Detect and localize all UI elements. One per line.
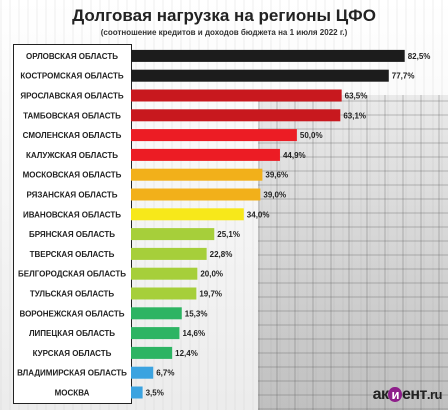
bar bbox=[131, 267, 198, 280]
category-label: ОРЛОВСКАЯ ОБЛАСТЬ bbox=[26, 52, 118, 61]
bar bbox=[131, 327, 180, 340]
value-label: 15,3% bbox=[185, 309, 208, 318]
bar bbox=[131, 366, 154, 379]
bar bbox=[131, 307, 182, 320]
value-label: 3,5% bbox=[146, 389, 164, 398]
bar bbox=[131, 188, 261, 201]
value-label: 19,7% bbox=[199, 290, 222, 299]
category-label: ВЛАДИМИРСКАЯ ОБЛАСТЬ bbox=[17, 369, 127, 378]
bar bbox=[131, 109, 341, 122]
logo-prefix: ак bbox=[372, 386, 389, 403]
category-label: МОСКВА bbox=[55, 389, 90, 398]
bar bbox=[131, 346, 173, 359]
value-label: 20,0% bbox=[200, 270, 223, 279]
value-label: 6,7% bbox=[156, 369, 174, 378]
value-label: 39,6% bbox=[265, 171, 288, 180]
category-label: КОСТРОМСКАЯ ОБЛАСТЬ bbox=[20, 72, 124, 81]
value-label: 14,6% bbox=[182, 329, 205, 338]
bar bbox=[131, 228, 215, 241]
bar bbox=[131, 89, 342, 102]
category-label: МОСКОВСКАЯ ОБЛАСТЬ bbox=[23, 171, 122, 180]
bar bbox=[131, 148, 280, 161]
bar bbox=[131, 287, 197, 300]
category-label: ТВЕРСКАЯ ОБЛАСТЬ bbox=[30, 250, 115, 259]
category-label: ТАМБОВСКАЯ ОБЛАСТЬ bbox=[23, 111, 121, 120]
logo-domain: .ru bbox=[426, 387, 443, 402]
category-label: СМОЛЕНСКАЯ ОБЛАСТЬ bbox=[23, 131, 122, 140]
category-label: ИВАНОВСКАЯ ОБЛАСТЬ bbox=[23, 210, 121, 219]
value-label: 50,0% bbox=[300, 131, 323, 140]
bar bbox=[131, 168, 263, 181]
value-label: 82,5% bbox=[408, 52, 431, 61]
value-label: 63,5% bbox=[345, 92, 368, 101]
value-label: 63,1% bbox=[343, 111, 366, 120]
category-labels-panel bbox=[13, 44, 132, 404]
bar bbox=[131, 69, 389, 82]
category-label: БРЯНСКАЯ ОБЛАСТЬ bbox=[29, 230, 115, 239]
value-label: 22,8% bbox=[210, 250, 233, 259]
bar bbox=[131, 386, 143, 399]
category-label: КАЛУЖСКАЯ ОБЛАСТЬ bbox=[26, 151, 118, 160]
value-label: 34,0% bbox=[247, 210, 270, 219]
chart-title: Долговая нагрузка на регионы ЦФО bbox=[72, 6, 376, 25]
logo-mark: и bbox=[388, 387, 402, 402]
bar bbox=[131, 129, 297, 142]
category-label: ЯРОСЛАВСКАЯ ОБЛАСТЬ bbox=[20, 92, 123, 101]
value-label: 77,7% bbox=[392, 72, 415, 81]
value-label: 12,4% bbox=[175, 349, 198, 358]
category-label: ВОРОНЕЖСКАЯ ОБЛАСТЬ bbox=[20, 309, 125, 318]
publisher-logo: ак и ент.ru bbox=[372, 386, 443, 404]
value-label: 39,0% bbox=[263, 191, 286, 200]
category-label: КУРСКАЯ ОБЛАСТЬ bbox=[33, 349, 112, 358]
bar bbox=[131, 49, 405, 62]
category-label: РЯЗАНСКАЯ ОБЛАСТЬ bbox=[26, 191, 117, 200]
value-label: 44,9% bbox=[283, 151, 306, 160]
bar bbox=[131, 208, 244, 221]
value-label: 25,1% bbox=[217, 230, 240, 239]
bar bbox=[131, 247, 207, 260]
background-building-photo bbox=[258, 95, 448, 410]
category-label: БЕЛГОРОДСКАЯ ОБЛАСТЬ bbox=[18, 270, 126, 279]
chart-subtitle: (соотношение кредитов и доходов бюджета … bbox=[100, 28, 348, 37]
category-label: ЛИПЕЦКАЯ ОБЛАСТЬ bbox=[29, 329, 115, 338]
category-label: ТУЛЬСКАЯ ОБЛАСТЬ bbox=[30, 290, 115, 299]
logo-suffix: ент bbox=[401, 386, 427, 403]
